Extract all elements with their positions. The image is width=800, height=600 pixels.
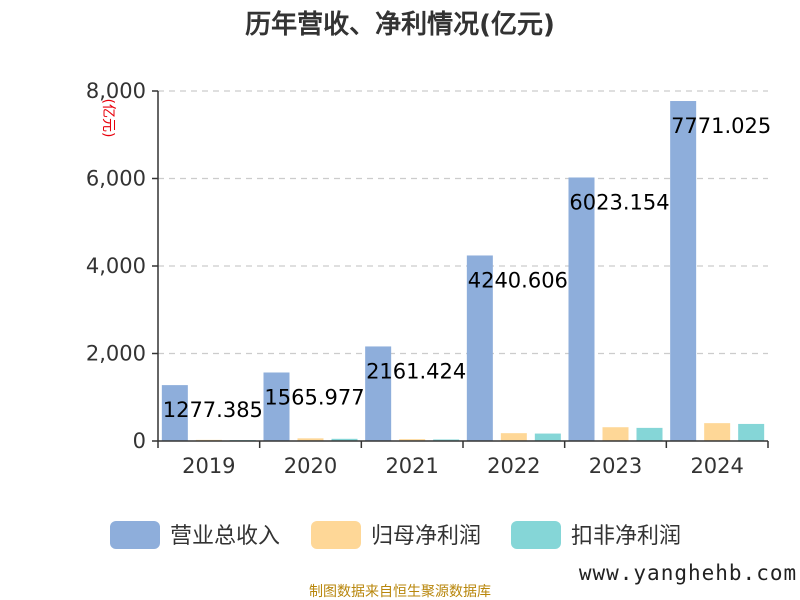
- legend-swatch: [511, 521, 561, 549]
- bar-revenue: [161, 385, 188, 441]
- bar-revenue: [466, 255, 493, 441]
- bar-revenue: [568, 177, 595, 442]
- data-label-revenue: 7771.025: [671, 114, 771, 138]
- x-tick-label: 2019: [182, 454, 235, 478]
- bar-deducted-profit: [534, 433, 561, 441]
- legend-swatch: [110, 521, 160, 549]
- y-tick-label: 6,000: [86, 167, 146, 191]
- bar-deducted-profit: [636, 427, 663, 441]
- y-tick-label: 4,000: [86, 254, 146, 278]
- x-tick-label: 2020: [284, 454, 337, 478]
- chart-title: 历年营收、净利情况(亿元): [245, 9, 555, 40]
- data-label-revenue: 1277.385: [163, 398, 263, 422]
- bar-deducted-profit: [331, 438, 358, 441]
- x-tick-label: 2021: [385, 454, 438, 478]
- bar-revenue: [365, 346, 392, 441]
- bar-deducted-profit: [433, 439, 460, 441]
- y-tick-label: 0: [133, 429, 146, 453]
- legend-swatch: [311, 521, 361, 549]
- bars: [161, 101, 765, 442]
- data-label-revenue: 6023.154: [569, 190, 669, 214]
- bar-revenue: [670, 101, 697, 442]
- data-label-revenue: 1565.977: [264, 385, 364, 409]
- y-tick-label: 8,000: [86, 79, 146, 103]
- bar-net-profit: [399, 439, 426, 441]
- data-label-revenue: 2161.424: [366, 359, 466, 383]
- y-axis-unit-label: (亿元): [100, 99, 116, 138]
- x-tick-label: 2023: [589, 454, 642, 478]
- data-label-revenue: 4240.606: [468, 268, 568, 292]
- bar-net-profit: [704, 423, 731, 441]
- bar-net-profit: [297, 438, 324, 441]
- bar-revenue: [263, 372, 290, 441]
- watermark: www.yanghehb.com: [579, 561, 797, 585]
- x-tick-label: 2022: [487, 454, 540, 478]
- bar-deducted-profit: [738, 423, 765, 441]
- legend-label: 归母净利润: [371, 524, 481, 549]
- y-tick-label: 2,000: [86, 342, 146, 366]
- axes: 0 2,000 4,000 6,000 8,000 2019 2020 2021 2022 202…: [86, 79, 769, 478]
- bar-net-profit: [500, 433, 527, 441]
- legend: 营业总收入 归母净利润 扣非净利润: [110, 521, 681, 549]
- gridlines: [158, 90, 768, 355]
- legend-label: 扣非净利润: [571, 524, 681, 549]
- legend-label: 营业总收入: [170, 524, 280, 549]
- x-tick-label: 2024: [690, 454, 743, 478]
- source-note: 制图数据来自恒生聚源数据库: [309, 584, 491, 600]
- bar-net-profit: [602, 427, 629, 441]
